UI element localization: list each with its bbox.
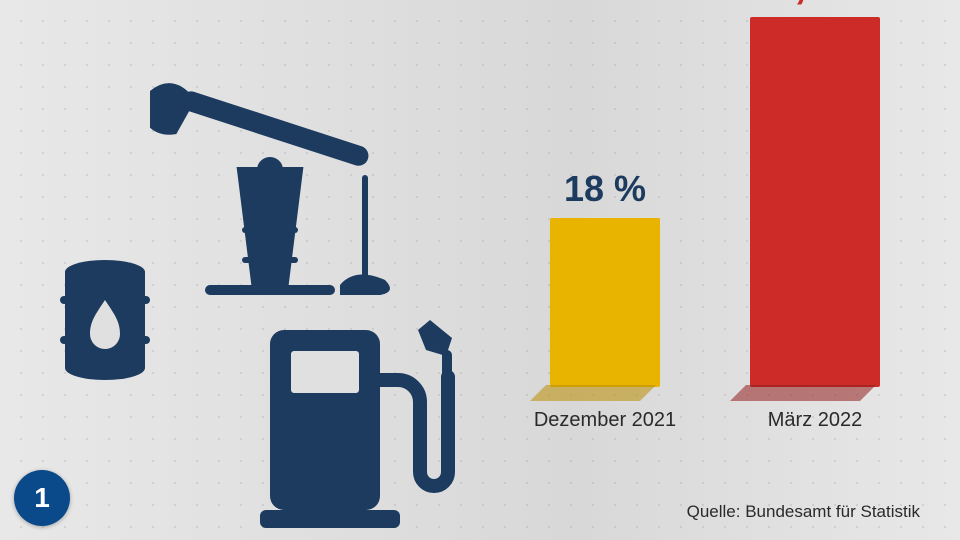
logo-text: 1 [34, 482, 50, 514]
bar-value-0: 18 % [564, 168, 646, 210]
bar-value-1: 39,5 % [740, 0, 889, 9]
oil-barrel-icon [60, 260, 150, 380]
bar-label-0: Dezember 2021 [534, 409, 676, 432]
bar-wrap-1 [750, 17, 880, 387]
bars-container: 18 % Dezember 2021 39,5 % März 2022 [500, 32, 920, 432]
bar-group-0: 18 % Dezember 2021 [525, 168, 685, 432]
source-label: Quelle: Bundesamt für Statistik [687, 502, 920, 522]
fuel-pump-icon [260, 310, 460, 530]
logo-circle: 1 [14, 470, 70, 526]
bar-rect-0 [550, 218, 660, 387]
oil-pumpjack-icon [150, 80, 400, 320]
bar-wrap-0 [550, 218, 660, 387]
bar-group-1: 39,5 % März 2022 [735, 0, 895, 432]
bar-label-1: März 2022 [768, 409, 863, 432]
bar-rect-1 [750, 17, 880, 387]
bar-shadow-1 [730, 385, 876, 401]
broadcaster-logo: 1 [14, 470, 70, 526]
bar-shadow-0 [530, 385, 656, 401]
price-increase-chart: 18 % Dezember 2021 39,5 % März 2022 [500, 30, 920, 480]
energy-icons-group [40, 80, 460, 500]
